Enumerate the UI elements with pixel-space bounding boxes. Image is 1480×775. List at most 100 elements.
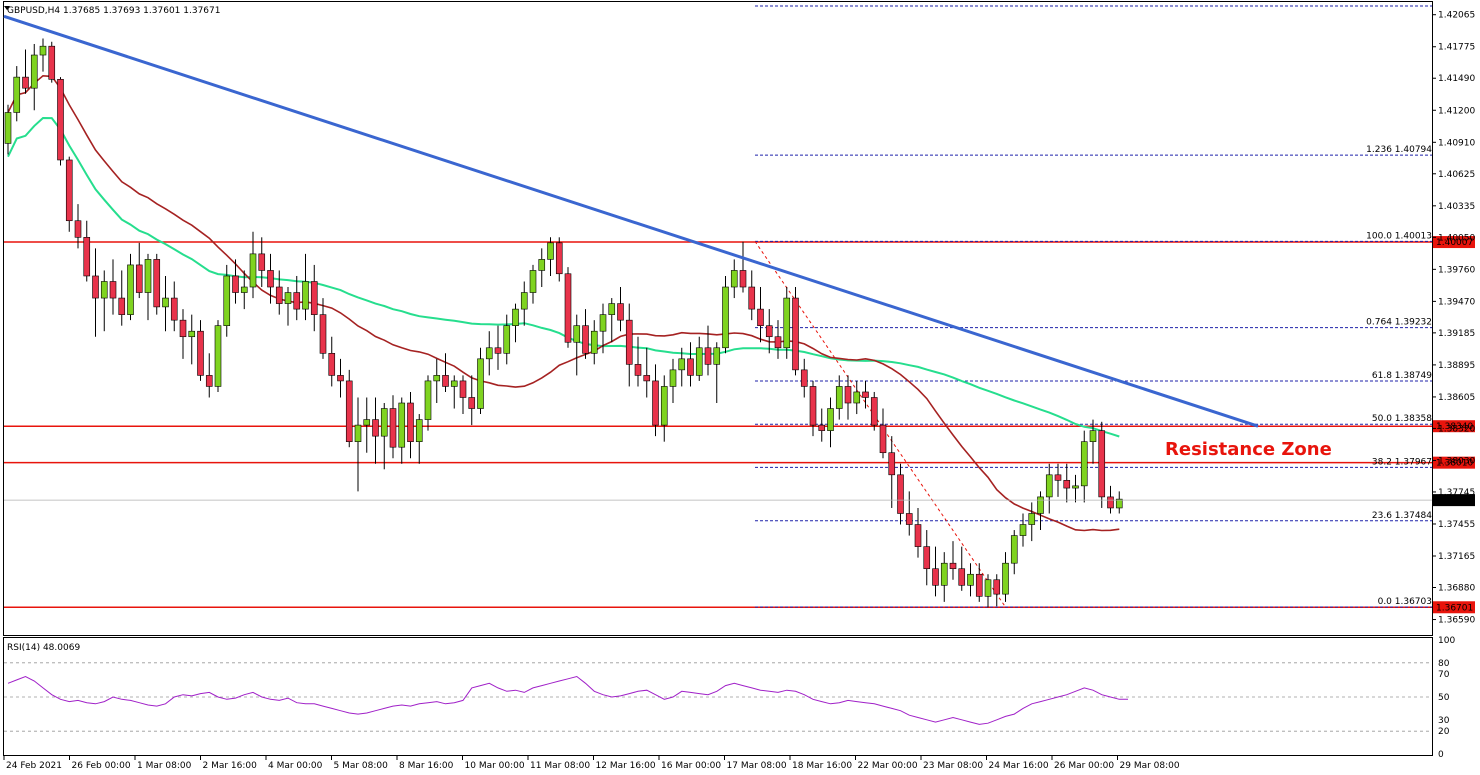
- bullish-candle: [503, 325, 511, 354]
- price-tick-label: 1.40050: [1438, 233, 1475, 243]
- price-tick-label: 1.38605: [1438, 393, 1475, 403]
- price-level-label: 1.38340: [1436, 422, 1473, 432]
- symbol-info: GBPUSD,H4 1.37685 1.37693 1.37601 1.3767…: [7, 6, 220, 16]
- bearish-candle: [704, 347, 712, 365]
- bullish-candle: [853, 391, 861, 404]
- bearish-candle: [293, 292, 301, 310]
- bearish-candle: [809, 386, 817, 426]
- time-tick-label: 24 Feb 2021: [6, 761, 62, 771]
- bearish-candle: [818, 424, 826, 431]
- bearish-candle: [555, 242, 563, 275]
- bearish-candle: [687, 358, 694, 376]
- price-tick-label: 1.36880: [1438, 583, 1475, 593]
- bullish-candle: [695, 347, 703, 376]
- price-tick-label: 1.42065: [1438, 11, 1475, 21]
- bearish-candle: [83, 237, 91, 277]
- bullish-candle: [284, 292, 292, 304]
- bearish-candle: [92, 275, 99, 299]
- bullish-candle: [162, 297, 169, 308]
- time-tick-label: 8 Mar 16:00: [399, 761, 454, 771]
- bearish-candle: [923, 546, 931, 570]
- bearish-candle: [564, 273, 572, 343]
- time-tick-label: 2 Mar 16:00: [203, 761, 258, 771]
- bullish-candle: [188, 330, 196, 338]
- bearish-candle: [765, 325, 773, 338]
- price-level-tag: [1433, 456, 1475, 469]
- bearish-candle: [205, 375, 213, 387]
- time-tick-label: 17 Mar 08:00: [727, 761, 787, 771]
- bearish-candle: [345, 380, 353, 442]
- price-tick-label: 1.37165: [1438, 552, 1475, 562]
- bearish-candle: [1107, 496, 1114, 509]
- time-tick-label: 10 Mar 00:00: [465, 761, 525, 771]
- price-tick-label: 1.38895: [1438, 361, 1475, 371]
- price-tick-label: 1.40335: [1438, 202, 1475, 212]
- rsi-level-label: 0: [1438, 750, 1444, 760]
- bearish-candle: [22, 76, 29, 89]
- bearish-candle: [905, 513, 913, 525]
- price-level-tag: [1433, 601, 1475, 614]
- bearish-candle: [774, 336, 782, 349]
- bullish-candle: [1028, 513, 1036, 525]
- fib-level-label: 50.0 1.38358: [1372, 414, 1432, 424]
- bearish-candle: [459, 380, 467, 398]
- bullish-candle: [240, 286, 248, 293]
- price-tick-label: 1.38030: [1438, 456, 1475, 466]
- slow-moving-average-line: [7, 74, 1120, 532]
- bullish-candle: [214, 325, 222, 387]
- time-tick-label: 26 Mar 00:00: [1054, 761, 1114, 771]
- bullish-candle: [538, 259, 546, 271]
- bullish-candle: [127, 264, 134, 315]
- price-tick-label: 1.40625: [1438, 170, 1475, 180]
- bullish-candle: [144, 259, 152, 293]
- bearish-candle: [109, 281, 117, 299]
- price-level-label: 1.38010: [1436, 459, 1473, 469]
- bearish-candle: [879, 424, 887, 454]
- time-tick-label: 1 Mar 08:00: [137, 761, 192, 771]
- price-tick-label: 1.37745: [1438, 488, 1475, 498]
- price-tick-label: 1.41490: [1438, 74, 1475, 84]
- bearish-candle: [389, 408, 397, 448]
- price-tick-label: 1.37455: [1438, 520, 1475, 530]
- bullish-candle: [477, 358, 484, 409]
- main-panel-frame: [3, 1, 1433, 636]
- bullish-candle: [967, 573, 974, 586]
- price-tick-label: 1.39470: [1438, 297, 1475, 307]
- bearish-candle: [634, 364, 642, 376]
- bearish-candle: [958, 568, 966, 586]
- bearish-candle: [74, 220, 82, 238]
- bearish-candle: [372, 419, 379, 437]
- time-tick-label: 22 Mar 00:00: [858, 761, 918, 771]
- bullish-candle: [39, 45, 47, 56]
- rsi-level-label: 30: [1438, 716, 1450, 726]
- price-tick-label: 1.36590: [1438, 616, 1475, 626]
- bearish-candle: [897, 474, 904, 514]
- bearish-candle: [1054, 474, 1062, 481]
- bullish-candle: [984, 579, 992, 597]
- rsi-panel-frame: [3, 637, 1433, 756]
- bullish-candle: [669, 369, 677, 387]
- bullish-candle: [835, 386, 843, 409]
- bearish-candle: [748, 286, 756, 310]
- price-level-label: 1.40007: [1436, 238, 1473, 248]
- bearish-candle: [494, 347, 502, 354]
- fib-level-label: 0.764 1.39232: [1366, 318, 1432, 328]
- bullish-candle: [450, 380, 458, 387]
- bearish-candle: [932, 568, 939, 586]
- bullish-candle: [713, 347, 721, 365]
- bearish-candle: [267, 270, 274, 288]
- collapse-triangle-icon[interactable]: [4, 6, 10, 10]
- bullish-candle: [547, 242, 554, 260]
- price-level-tag: [1433, 236, 1475, 249]
- bullish-candle: [363, 419, 371, 426]
- bearish-candle: [844, 386, 852, 404]
- bearish-candle: [442, 375, 449, 387]
- bullish-candle: [433, 375, 441, 382]
- bearish-candle: [337, 375, 344, 382]
- bullish-candle: [1115, 498, 1123, 509]
- bearish-candle: [888, 452, 896, 476]
- bullish-candle: [30, 54, 38, 89]
- bullish-candle: [424, 380, 432, 420]
- time-tick-label: 24 Mar 16:00: [989, 761, 1049, 771]
